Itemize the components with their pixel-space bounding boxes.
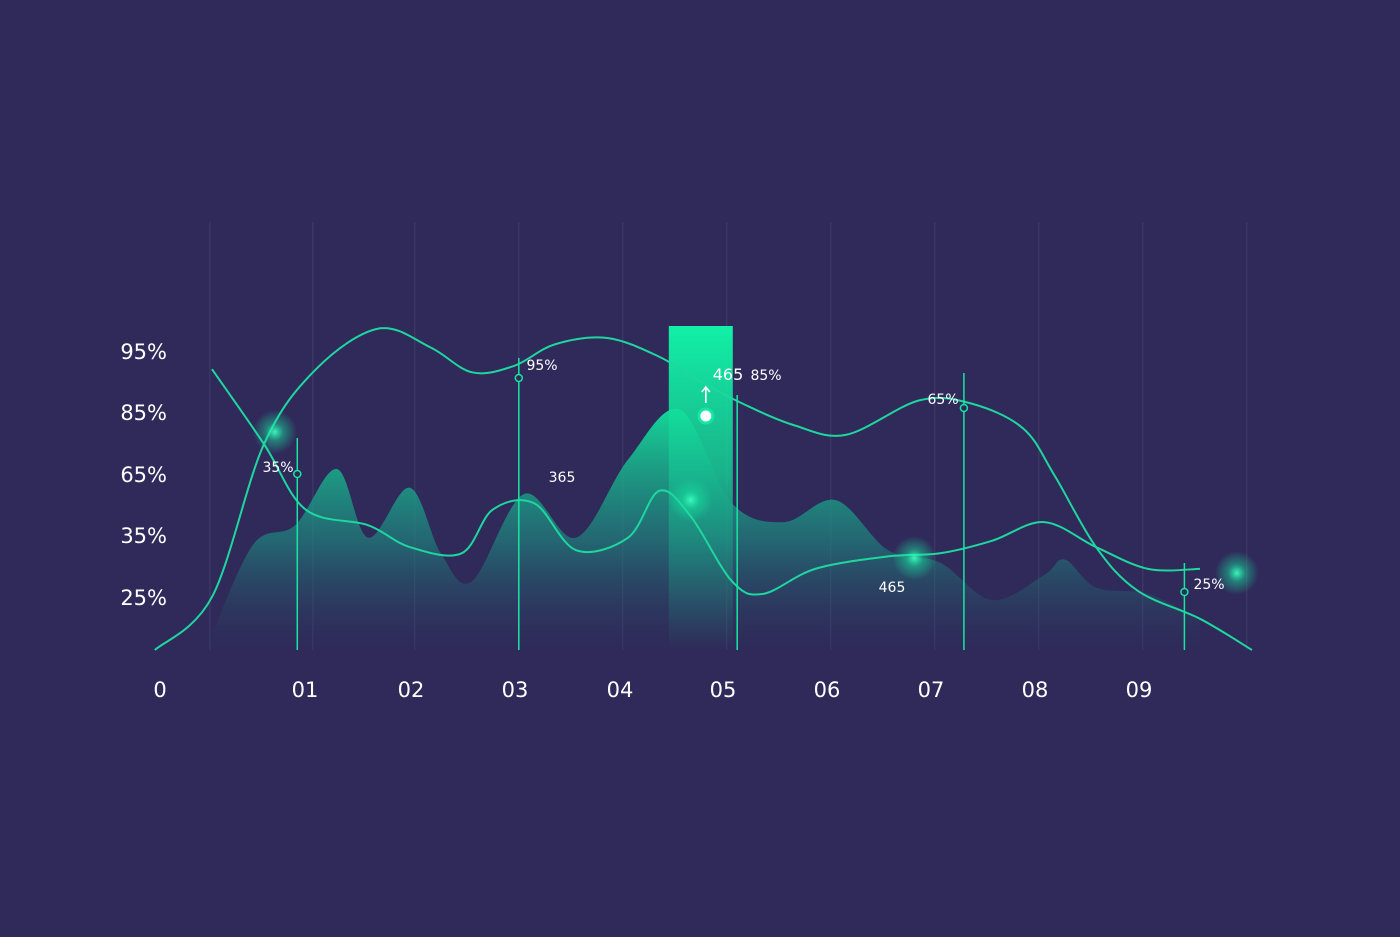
data-label: 365 <box>549 470 576 486</box>
marker-layer <box>252 358 1259 650</box>
x-tick-label: 05 <box>710 678 737 702</box>
glow-point <box>668 478 713 522</box>
data-label: 25% <box>1193 577 1224 593</box>
up-arrow-icon <box>701 385 711 403</box>
x-tick-label: 06 <box>814 678 841 702</box>
area-series <box>212 408 1200 650</box>
data-label: 465 <box>879 580 906 596</box>
line-layer <box>154 327 1253 651</box>
x-tick-label: 09 <box>1126 678 1153 702</box>
x-tick-label: 0 <box>153 678 166 702</box>
x-tick-label: 03 <box>502 678 529 702</box>
y-tick-label: 95% <box>120 340 167 364</box>
data-label: 65% <box>927 392 958 408</box>
x-tick-label: 04 <box>607 678 634 702</box>
marker-point <box>1180 587 1189 597</box>
glow-point <box>252 410 297 454</box>
y-axis: 95% 85% 65% 35% 25% <box>120 340 167 610</box>
area-layer <box>212 408 1200 650</box>
line-series-1 <box>211 368 1201 596</box>
data-label: 85% <box>750 368 781 384</box>
y-tick-label: 85% <box>120 401 167 425</box>
y-tick-label: 35% <box>120 524 167 548</box>
data-label: 95% <box>526 358 557 374</box>
marker-point <box>293 469 302 479</box>
y-tick-label: 25% <box>120 586 167 610</box>
glow-point <box>892 536 937 580</box>
x-tick-label: 02 <box>398 678 425 702</box>
y-tick-label: 65% <box>120 463 167 487</box>
peak-point <box>697 407 715 425</box>
marker-point <box>959 403 969 413</box>
x-tick-label: 08 <box>1022 678 1049 702</box>
x-axis: 0 01 02 03 04 05 06 07 08 09 <box>153 678 1152 702</box>
annotation-layer: 35% 95% 365 465 85% 465 65% 25% <box>262 358 1224 596</box>
glow-point <box>1214 551 1259 595</box>
data-label: 465 <box>713 365 744 384</box>
x-tick-label: 07 <box>918 678 945 702</box>
marker-point <box>514 373 524 383</box>
line-series-2 <box>154 327 1253 651</box>
x-tick-label: 01 <box>292 678 319 702</box>
data-label: 35% <box>262 460 293 476</box>
